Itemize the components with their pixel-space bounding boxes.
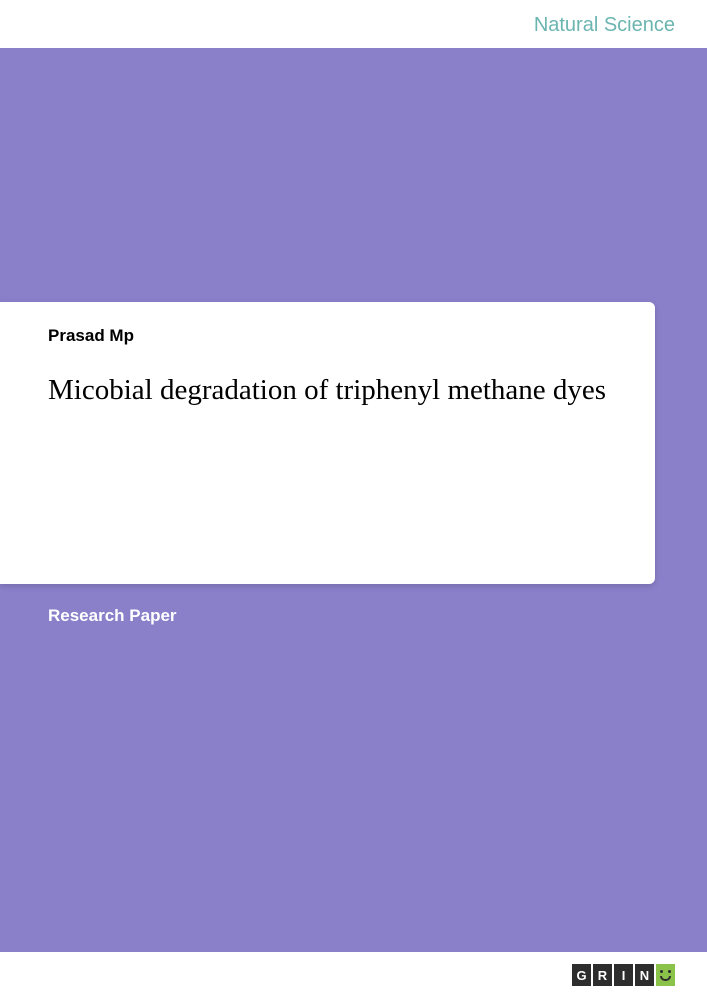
document-type-label: Research Paper [48,606,177,626]
logo-letter-r: R [593,964,612,986]
category-label: Natural Science [534,14,675,37]
book-cover: Natural Science Prasad Mp Micobial degra… [0,0,707,1000]
document-title: Micobial degradation of triphenyl methan… [48,372,625,409]
publisher-logo: G R I N [572,964,675,986]
logo-letter-i: I [614,964,633,986]
logo-smile-icon [656,964,675,986]
logo-letter-n: N [635,964,654,986]
title-card: Prasad Mp Micobial degradation of triphe… [0,302,655,584]
author-name: Prasad Mp [48,326,625,346]
logo-letter-g: G [572,964,591,986]
